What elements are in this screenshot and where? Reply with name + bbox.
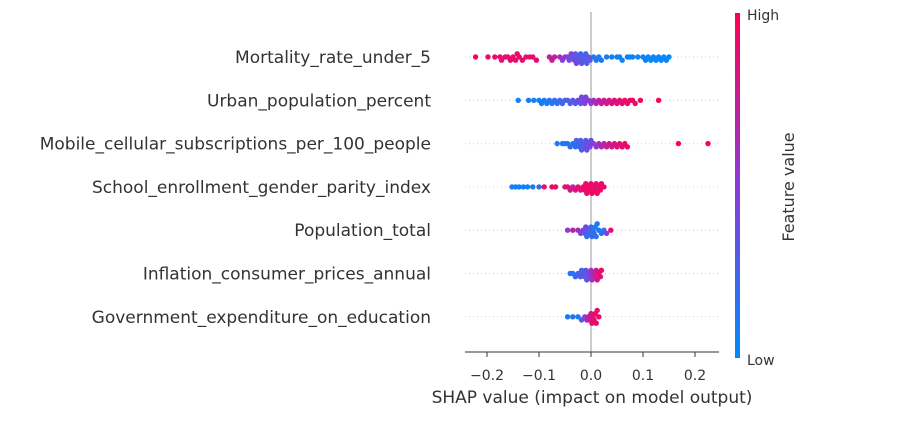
shap-point	[655, 97, 662, 104]
shap-point	[603, 54, 610, 60]
shap-point	[619, 57, 625, 63]
x-axis-ticks: −0.2 −0.1 0.0 0.1 0.2	[470, 352, 706, 384]
shap-point	[609, 54, 615, 60]
shap-point	[624, 144, 631, 150]
feature-labels: Mortality_rate_under_5 Urban_population_p…	[40, 48, 432, 328]
x-axis-label: SHAP value (impact on model output)	[432, 388, 753, 408]
x-tick-label: −0.1	[522, 368, 556, 384]
shap-point	[593, 233, 599, 240]
shap-point	[531, 97, 537, 104]
shap-point	[597, 187, 604, 193]
shap-point	[536, 184, 542, 190]
feature-label: School_enrollment_gender_parity_index	[92, 178, 431, 198]
shap-point	[564, 227, 571, 233]
shap-point	[564, 314, 571, 320]
shap-point	[472, 54, 479, 60]
shap-point	[705, 140, 711, 147]
colorbar-low-label: Low	[747, 353, 775, 369]
shap-point	[637, 97, 644, 104]
feature-label: Mobile_cellular_subscriptions_per_100_pe…	[40, 135, 431, 155]
feature-label: Inflation_consumer_prices_annual	[143, 265, 431, 285]
shap-point	[530, 54, 536, 60]
x-tick-label: −0.2	[470, 368, 504, 384]
shap-point	[597, 274, 604, 280]
shap-point	[635, 54, 641, 60]
shap-point	[570, 227, 576, 233]
shap-point	[629, 54, 636, 60]
x-tick-label: 0.2	[684, 368, 706, 384]
shap-point	[524, 184, 531, 190]
feature-label: Mortality_rate_under_5	[235, 48, 431, 68]
feature-label: Urban_population_percent	[207, 91, 431, 111]
shap-point	[554, 140, 560, 147]
shap-point	[570, 314, 576, 320]
shap-point	[608, 227, 614, 233]
shap-point	[601, 184, 607, 190]
colorbar-high-label: High	[747, 8, 779, 24]
shap-point	[594, 221, 600, 227]
shap-point	[587, 57, 593, 63]
shap-point	[598, 57, 605, 63]
shap-point	[541, 184, 547, 190]
x-tick-label: 0.1	[632, 368, 654, 384]
shap-point	[519, 57, 526, 63]
shap-point	[485, 54, 491, 60]
shap-point	[525, 97, 532, 104]
points-layer	[472, 51, 711, 326]
feature-label: Population_total	[294, 221, 431, 241]
shap-point	[594, 307, 600, 314]
shap-point	[596, 314, 602, 320]
shap-point	[575, 314, 581, 320]
shap-point	[632, 100, 638, 107]
shap-point	[675, 140, 682, 147]
shap-point	[582, 100, 588, 107]
shap-point	[520, 184, 527, 190]
shap-point	[666, 54, 672, 60]
x-tick-label: 0.0	[580, 368, 602, 384]
shap-point	[512, 57, 519, 63]
feature-label: Government_expenditure_on_education	[92, 308, 431, 328]
shap-point	[598, 267, 605, 273]
shap-point	[587, 144, 593, 150]
shap-point	[515, 97, 521, 104]
shap-point	[551, 54, 558, 60]
shap-point	[533, 57, 540, 63]
shap-point	[566, 57, 572, 63]
shap-point	[593, 320, 599, 326]
shap-point	[498, 57, 505, 63]
shap-point	[516, 184, 522, 190]
shap-point	[603, 230, 610, 237]
shap-point	[552, 184, 559, 190]
shap-point	[492, 54, 498, 60]
colorbar-title: Feature value	[779, 132, 798, 241]
shap-point	[530, 184, 536, 190]
colorbar	[735, 13, 740, 358]
